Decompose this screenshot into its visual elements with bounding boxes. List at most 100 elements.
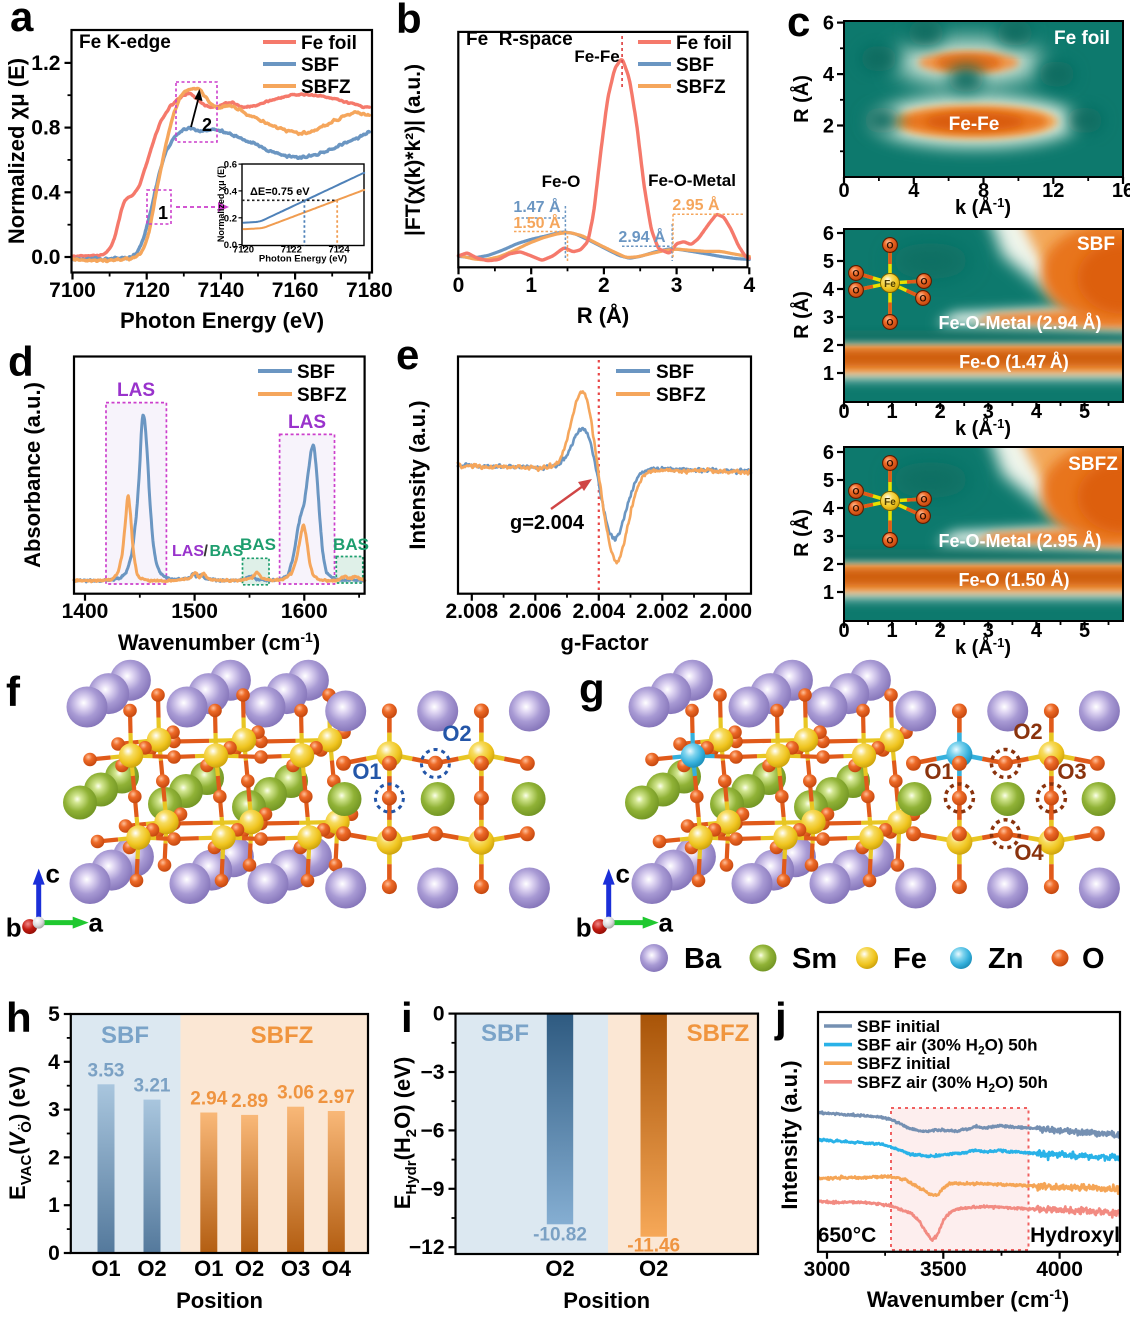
- svg-text:Normalized χμ (E): Normalized χμ (E): [216, 166, 226, 242]
- svg-text:O1: O1: [91, 1256, 120, 1281]
- svg-text:2.002: 2.002: [636, 600, 689, 623]
- svg-text:1.50 Å: 1.50 Å: [513, 213, 561, 232]
- svg-text:0: 0: [433, 1003, 445, 1026]
- svg-text:5: 5: [823, 251, 834, 273]
- svg-text:3500: 3500: [920, 1258, 967, 1281]
- svg-text:O2: O2: [1013, 719, 1042, 744]
- svg-text:SBFZ initial: SBFZ initial: [857, 1054, 951, 1073]
- svg-text:2: 2: [598, 274, 610, 297]
- svg-text:5: 5: [1079, 401, 1090, 423]
- svg-text:Fe R-space: Fe R-space: [466, 29, 573, 50]
- svg-text:Fe-O-Metal: Fe-O-Metal: [648, 171, 736, 190]
- svg-text:f: f: [6, 668, 21, 715]
- svg-text:2: 2: [48, 1146, 60, 1169]
- svg-text:0: 0: [453, 274, 465, 297]
- svg-text:2: 2: [823, 116, 834, 138]
- svg-text:R (Å): R (Å): [789, 75, 813, 123]
- svg-text:c: c: [45, 859, 59, 889]
- svg-text:3: 3: [48, 1099, 60, 1122]
- svg-text:−3: −3: [421, 1061, 445, 1084]
- svg-text:Fe: Fe: [884, 279, 896, 290]
- svg-text:d: d: [8, 338, 34, 385]
- svg-text:1: 1: [887, 401, 898, 423]
- svg-text:O2: O2: [639, 1256, 668, 1281]
- svg-text:1600: 1600: [281, 600, 328, 623]
- svg-text:0.4: 0.4: [31, 181, 61, 204]
- svg-text:BAS: BAS: [210, 543, 244, 560]
- svg-text:2.95 Å: 2.95 Å: [672, 195, 720, 214]
- svg-text:O: O: [1082, 943, 1105, 975]
- svg-text:LAS: LAS: [288, 412, 326, 433]
- svg-text:0: 0: [838, 620, 849, 642]
- svg-text:R (Å): R (Å): [789, 509, 813, 557]
- svg-text:Sm: Sm: [792, 943, 837, 975]
- svg-text:1.47 Å: 1.47 Å: [513, 197, 561, 216]
- svg-text:0.0: 0.0: [31, 246, 60, 269]
- svg-text:5: 5: [823, 470, 834, 492]
- svg-text:2: 2: [202, 115, 212, 135]
- svg-text:2.004: 2.004: [573, 600, 626, 623]
- svg-text:LAS: LAS: [117, 380, 155, 401]
- svg-text:SBFZ: SBFZ: [687, 1020, 750, 1047]
- svg-text:1: 1: [823, 582, 834, 604]
- svg-text:0: 0: [838, 401, 849, 423]
- svg-text:4: 4: [823, 64, 835, 86]
- svg-text:0.4: 0.4: [224, 186, 238, 197]
- svg-text:4: 4: [743, 274, 755, 297]
- svg-text:Absorbance (a.u.): Absorbance (a.u.): [20, 382, 45, 568]
- svg-text:O4: O4: [322, 1256, 352, 1281]
- svg-text:ΔE=0.75 eV: ΔE=0.75 eV: [250, 186, 310, 198]
- svg-text:O3: O3: [281, 1256, 310, 1281]
- svg-text:5: 5: [48, 1003, 60, 1026]
- svg-text:e: e: [396, 331, 419, 378]
- svg-text:2.89: 2.89: [231, 1091, 268, 1112]
- svg-text:3: 3: [983, 620, 994, 642]
- svg-text:Position: Position: [563, 1288, 650, 1313]
- svg-text:650°C: 650°C: [818, 1224, 877, 1247]
- svg-text:2: 2: [823, 554, 834, 576]
- svg-text:Fe-O (1.47 Å): Fe-O (1.47 Å): [959, 352, 1069, 372]
- svg-text:1400: 1400: [62, 600, 109, 623]
- svg-text:4: 4: [823, 279, 835, 301]
- svg-text:Photon Energy (eV): Photon Energy (eV): [120, 308, 324, 333]
- svg-text:Fe-Fe: Fe-Fe: [574, 47, 619, 66]
- svg-text:16: 16: [1112, 180, 1130, 202]
- svg-text:3.21: 3.21: [134, 1076, 171, 1097]
- svg-text:7124: 7124: [329, 245, 351, 256]
- svg-text:O: O: [886, 318, 893, 328]
- svg-text:BAS: BAS: [240, 535, 276, 554]
- svg-text:4: 4: [908, 180, 920, 202]
- svg-text:a: a: [10, 0, 34, 40]
- svg-text:k (Å-1): k (Å-1): [955, 635, 1011, 659]
- svg-text:Position: Position: [176, 1288, 263, 1313]
- svg-text:2.94 Å: 2.94 Å: [618, 227, 666, 246]
- svg-text:8: 8: [978, 180, 989, 202]
- svg-text:O: O: [919, 512, 926, 522]
- svg-text:Wavenumber (cm-1): Wavenumber (cm-1): [118, 629, 320, 655]
- svg-text:Fe: Fe: [893, 943, 927, 975]
- svg-text:Fe-O-Metal (2.94 Å): Fe-O-Metal (2.94 Å): [938, 313, 1101, 333]
- svg-text:1: 1: [887, 620, 898, 642]
- svg-text:SBF air (30% H2O) 50h: SBF air (30% H2O) 50h: [857, 1036, 1038, 1058]
- svg-text:SBF: SBF: [301, 55, 339, 76]
- svg-text:3: 3: [823, 307, 834, 329]
- svg-text:7100: 7100: [49, 279, 96, 302]
- svg-text:O: O: [886, 241, 893, 251]
- svg-text:Fe foil: Fe foil: [301, 33, 357, 54]
- svg-text:|FT(χ(k)*k²)| (a.u.): |FT(χ(k)*k²)| (a.u.): [402, 64, 425, 236]
- svg-text:2: 2: [823, 335, 834, 357]
- svg-text:j: j: [774, 994, 787, 1041]
- svg-text:3.53: 3.53: [88, 1060, 125, 1081]
- svg-text:2.008: 2.008: [446, 600, 499, 623]
- svg-text:Normalized χμ (E): Normalized χμ (E): [4, 58, 29, 244]
- svg-text:Ba: Ba: [684, 943, 722, 975]
- svg-text:LAS: LAS: [172, 543, 204, 560]
- svg-text:c: c: [787, 0, 810, 45]
- svg-text:SBF: SBF: [297, 362, 335, 383]
- svg-text:0.6: 0.6: [224, 160, 237, 171]
- svg-text:7122: 7122: [281, 245, 302, 256]
- svg-text:O1: O1: [352, 759, 381, 784]
- svg-text:Fe-O: Fe-O: [542, 172, 581, 191]
- svg-text:−9: −9: [421, 1178, 445, 1201]
- svg-text:SBF: SBF: [1077, 234, 1115, 255]
